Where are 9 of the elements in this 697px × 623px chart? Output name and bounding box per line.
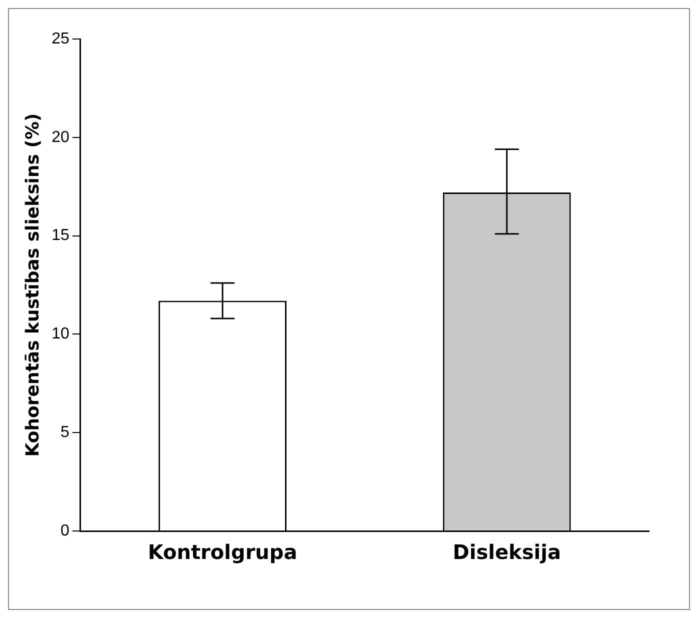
y-tick-label: 10 xyxy=(52,326,70,343)
y-tick-label: 20 xyxy=(52,128,70,146)
y-tick-label: 0 xyxy=(60,522,70,540)
y-axis-title: Kohorentās kustības slieksins (%) xyxy=(22,113,44,457)
y-tick-label: 15 xyxy=(52,227,70,244)
y-tick-label: 5 xyxy=(60,424,70,442)
x-tick-label: Disleksija xyxy=(452,540,561,564)
x-tick-label: Kontrolgrupa xyxy=(148,540,298,564)
y-tick-label: 25 xyxy=(52,30,70,48)
